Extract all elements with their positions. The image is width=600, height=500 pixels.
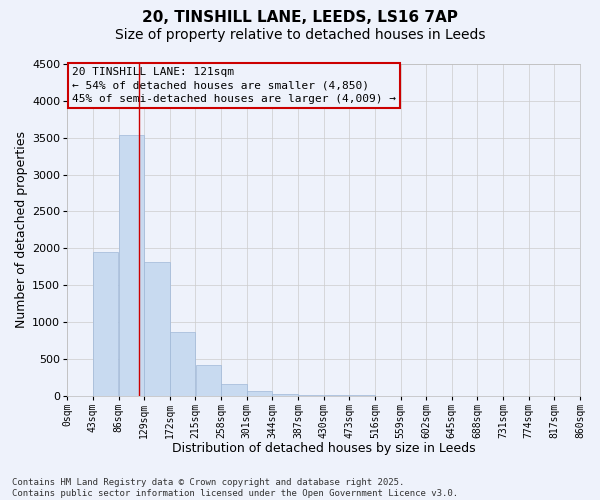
Text: 20, TINSHILL LANE, LEEDS, LS16 7AP: 20, TINSHILL LANE, LEEDS, LS16 7AP [142, 10, 458, 25]
Bar [93, 252, 118, 396]
Bar [221, 384, 247, 396]
Bar [247, 391, 272, 396]
Bar [144, 262, 170, 396]
Text: Contains HM Land Registry data © Crown copyright and database right 2025.
Contai: Contains HM Land Registry data © Crown c… [12, 478, 458, 498]
Text: 20 TINSHILL LANE: 121sqm
← 54% of detached houses are smaller (4,850)
45% of sem: 20 TINSHILL LANE: 121sqm ← 54% of detach… [73, 68, 397, 104]
X-axis label: Distribution of detached houses by size in Leeds: Distribution of detached houses by size … [172, 442, 475, 455]
Bar [272, 394, 298, 396]
Text: Size of property relative to detached houses in Leeds: Size of property relative to detached ho… [115, 28, 485, 42]
Bar [298, 395, 323, 396]
Bar [119, 136, 144, 396]
Bar [170, 332, 195, 396]
Bar [196, 364, 221, 396]
Y-axis label: Number of detached properties: Number of detached properties [15, 132, 28, 328]
